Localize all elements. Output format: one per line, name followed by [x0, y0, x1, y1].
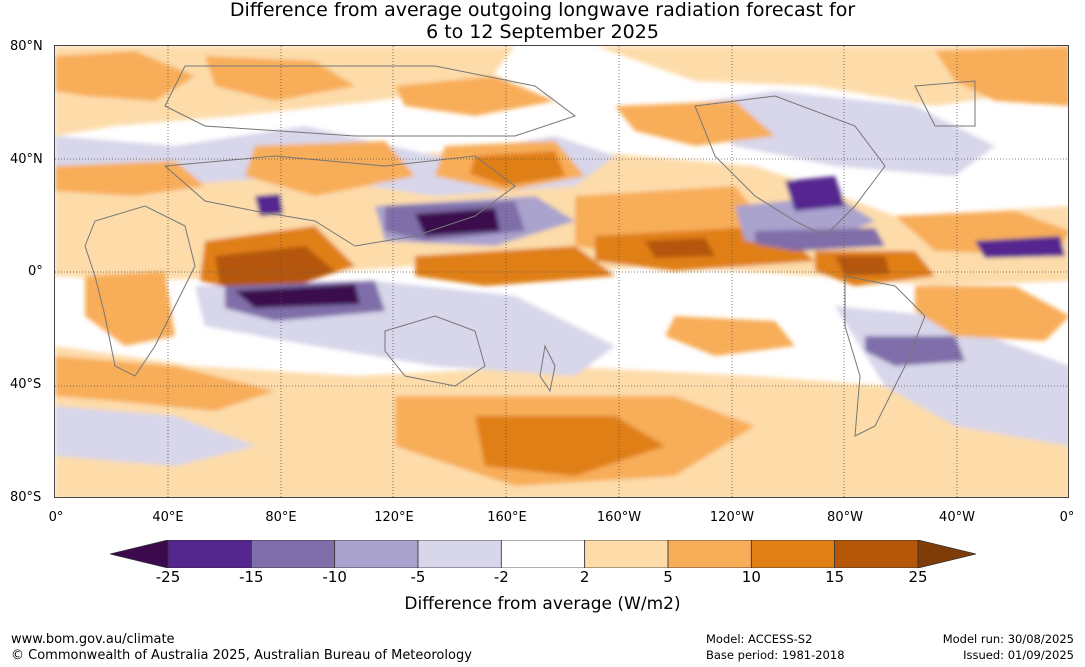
- lon-label-160e: 160°E: [487, 510, 527, 525]
- lat-label-40n: 40°N: [10, 152, 43, 167]
- map-canvas: [55, 46, 1068, 497]
- lon-label-120e: 120°E: [374, 510, 414, 525]
- lon-label-80w: 80°W: [827, 510, 863, 525]
- map-title-line-1: Difference from average outgoing longwav…: [229, 0, 856, 21]
- colorbar-segment: [584, 540, 669, 568]
- colorbar-tick-label: -10: [322, 568, 347, 586]
- issued-date: Issued: 01/09/2025: [963, 648, 1074, 662]
- anomaly-fields: [55, 46, 1068, 497]
- colorbar-tick-label: -5: [410, 568, 426, 586]
- colorbar-segment: [750, 540, 836, 568]
- olr-anomaly-map: [54, 45, 1069, 498]
- colorbar-segment: [500, 540, 586, 568]
- colorbar-tick-label: -25: [155, 568, 181, 586]
- lat-label-80s: 80°S: [10, 490, 42, 505]
- lon-label-0: 0°: [48, 510, 64, 525]
- colorbar-extend-low: [110, 540, 169, 568]
- colorbar-segment: [667, 540, 752, 568]
- copyright-text: © Commonwealth of Australia 2025, Austra…: [11, 648, 472, 663]
- colorbar-tick-label: -15: [239, 568, 264, 586]
- lon-label-160w: 160°W: [596, 510, 642, 525]
- colorbar-tick-label: 5: [663, 568, 673, 586]
- lon-label-120w: 120°W: [709, 510, 755, 525]
- lon-label-40e: 40°E: [152, 510, 184, 525]
- lat-label-80n: 80°N: [10, 39, 43, 54]
- coastlines: [84, 65, 976, 437]
- model-run-date: Model run: 30/08/2025: [942, 632, 1074, 646]
- colorbar-tick-label: 25: [908, 568, 928, 586]
- lat-label-equator: 0°: [28, 264, 43, 279]
- colorbar-tick-label: 15: [825, 568, 845, 586]
- colorbar-segment: [250, 540, 336, 568]
- lat-label-40s: 40°S: [10, 377, 42, 392]
- base-period: Base period: 1981-2018: [706, 648, 845, 662]
- colorbar-extend-high: [917, 540, 976, 568]
- lon-label-0-east: 0°: [1059, 510, 1075, 525]
- website-link[interactable]: www.bom.gov.au/climate: [11, 632, 175, 647]
- colorbar: [110, 540, 976, 568]
- lon-label-80e: 80°E: [265, 510, 297, 525]
- colorbar-segment: [334, 540, 419, 568]
- colorbar-segment: [834, 540, 919, 568]
- colorbar-label: Difference from average (W/m2): [404, 594, 681, 614]
- colorbar-tick-label: 2: [579, 568, 590, 586]
- lon-label-40w: 40°W: [939, 510, 975, 525]
- map-title-line-2: 6 to 12 September 2025: [426, 21, 659, 43]
- model-name: Model: ACCESS-S2: [706, 632, 813, 646]
- colorbar-segment: [417, 540, 502, 568]
- colorbar-tick-label: 10: [741, 568, 761, 586]
- graticule: [55, 46, 1068, 497]
- colorbar-segment: [167, 540, 252, 568]
- colorbar-tick-label: -2: [493, 568, 509, 586]
